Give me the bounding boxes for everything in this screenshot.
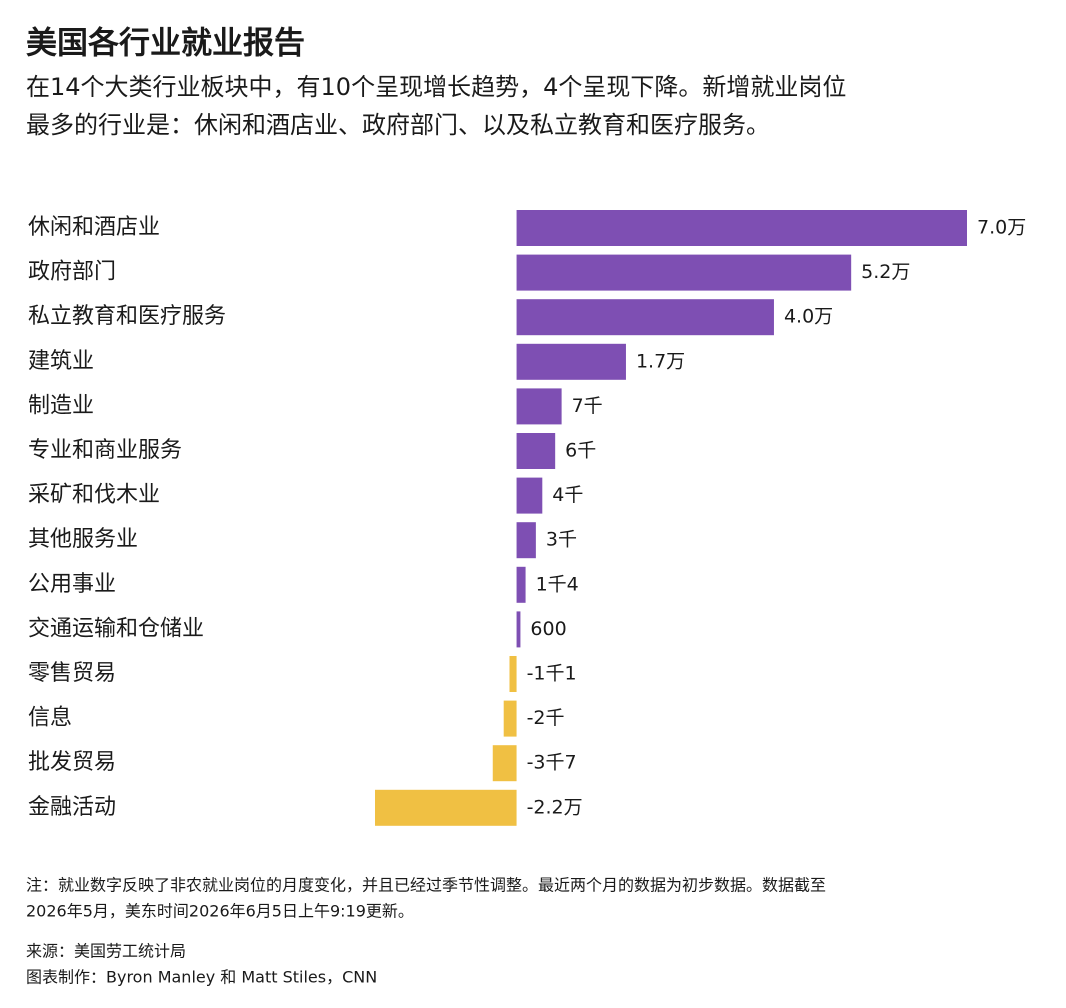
- bar: [509, 656, 517, 692]
- note: 2026年5月，美东时间2026年6月5日上午9:19更新。: [26, 902, 414, 921]
- subtitle: 最多的行业是：休闲和酒店业、政府部门、以及私立教育和医疗服务。: [26, 111, 770, 139]
- credit: 图表制作：Byron Manley 和 Matt Stiles，CNN: [26, 968, 377, 987]
- value-label: 7千: [572, 395, 603, 417]
- bar: [516, 522, 536, 559]
- category-label: 私立教育和医疗服务: [28, 304, 226, 329]
- bar: [516, 210, 967, 246]
- chart-title: 美国各行业就业报告: [26, 26, 305, 62]
- value-label: 1.7万: [636, 350, 685, 372]
- value-label: 5.2万: [861, 261, 910, 283]
- value-label: 6千: [565, 440, 596, 462]
- category-label: 建筑业: [28, 349, 94, 374]
- bar: [503, 700, 517, 737]
- value-label: 7.0万: [977, 217, 1026, 239]
- category-label: 制造业: [28, 393, 94, 418]
- category-label: 政府部门: [28, 260, 116, 285]
- bar: [516, 566, 526, 603]
- bar: [516, 343, 626, 380]
- bar: [492, 745, 517, 782]
- bar: [375, 789, 517, 826]
- category-label: 休闲和酒店业: [28, 215, 160, 240]
- value-label: -3千7: [527, 752, 577, 774]
- category-label: 其他服务业: [28, 527, 138, 552]
- category-label: 信息: [28, 706, 72, 731]
- bar: [516, 254, 852, 291]
- source: 来源：美国劳工统计局: [26, 942, 186, 961]
- note: 注：就业数字反映了非农就业岗位的月度变化，并且已经过季节性调整。最近两个月的数据…: [26, 876, 826, 895]
- category-label: 专业和商业服务: [28, 438, 182, 463]
- category-label: 采矿和伐木业: [28, 483, 160, 508]
- category-label: 交通运输和仓储业: [28, 616, 204, 641]
- subtitle: 在14个大类行业板块中，有10个呈现增长趋势，4个呈现下降。新增就业岗位: [26, 73, 846, 101]
- bar: [516, 477, 543, 514]
- value-label: 600: [530, 618, 566, 640]
- value-label: 4千: [552, 484, 583, 506]
- value-label: 4.0万: [784, 306, 833, 328]
- category-label: 公用事业: [28, 572, 116, 597]
- category-label: 批发贸易: [28, 750, 116, 775]
- bar: [516, 299, 774, 336]
- category-label: 零售贸易: [28, 661, 116, 686]
- bar: [516, 388, 562, 425]
- value-label: -1千1: [527, 663, 577, 685]
- value-label: -2.2万: [527, 796, 583, 818]
- value-label: -2千: [527, 707, 565, 729]
- bar: [516, 611, 521, 648]
- value-label: 1千4: [536, 573, 579, 595]
- value-label: 3千: [546, 529, 577, 551]
- bar: [516, 433, 556, 469]
- category-label: 金融活动: [28, 795, 116, 820]
